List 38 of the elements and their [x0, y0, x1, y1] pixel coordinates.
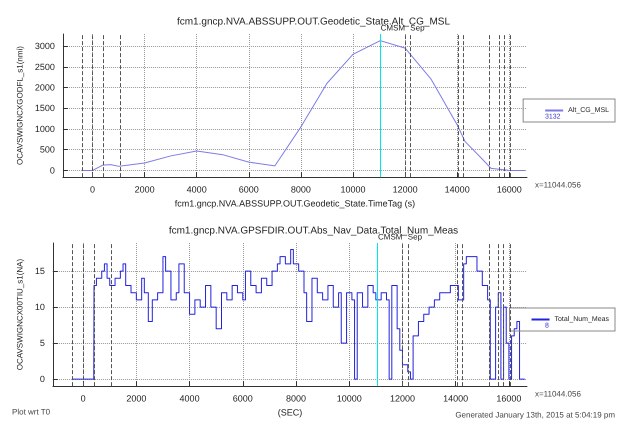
x-tick-label: 12000	[392, 184, 418, 195]
y-tick-label: 1000	[34, 124, 55, 134]
text: Generated January 13th, 2015 at 5:04:19 pm	[455, 410, 616, 420]
x-tick-label: 8000	[286, 394, 306, 404]
y-tick-label: 1500	[34, 103, 55, 114]
y-tick-label: 5	[40, 338, 45, 348]
x-tick-label: 2000	[134, 184, 155, 195]
x-tick-label: 10000	[340, 184, 366, 195]
x-tick-label: 0	[90, 184, 95, 195]
x-tick-label: 8000	[290, 184, 311, 195]
text: Plot wrt T0	[12, 408, 51, 416]
text: x=11044.056	[535, 390, 582, 398]
x-tick-label: 14000	[444, 184, 470, 195]
x-tick-label: 2000	[126, 394, 146, 404]
y-tick-label: 3000	[34, 41, 55, 52]
line-series	[82, 40, 526, 171]
y-tick-label: 0	[40, 374, 45, 384]
x-tick-label: 16000	[496, 394, 522, 404]
x-tick-label: 0	[80, 394, 86, 404]
x-tick-label: 16000	[496, 184, 522, 195]
y-tick-label: 10	[34, 302, 45, 312]
x-tick-label: 12000	[390, 394, 415, 404]
y-tick-label: 2000	[34, 82, 55, 93]
x-tick-label: 4000	[180, 394, 200, 404]
y-tick-label: 2500	[34, 62, 55, 72]
y-axis-title: OCAVSWIGNCXGODFL_s1(nmi)	[16, 46, 24, 166]
y-tick-label: 500	[40, 144, 55, 155]
text: x=11044.056	[535, 180, 582, 190]
x-axis-title: (SEC)	[278, 408, 302, 418]
y-axis-title: OCAVSWIGNCX00TIU_s1(NA)	[16, 258, 24, 370]
x-tick-label: 10000	[336, 394, 362, 404]
x-tick-label: 14000	[443, 394, 468, 404]
y-tick-label: 0	[50, 165, 55, 176]
y-tick-label: 15	[34, 266, 45, 276]
x-tick-label: 4000	[186, 184, 207, 195]
x-axis-title: fcm1.gncp.NVA.ABSSUPP.OUT.Geodetic_State.TimeTag (s)	[174, 198, 416, 208]
x-tick-label: 6000	[232, 394, 253, 404]
x-tick-label: 6000	[238, 184, 259, 195]
